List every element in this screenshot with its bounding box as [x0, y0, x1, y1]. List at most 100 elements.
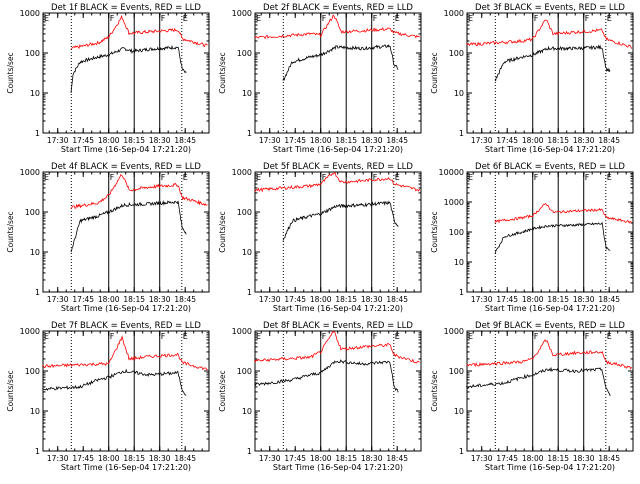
- segment-label: E: [607, 173, 612, 182]
- x-tick-label: 18:15: [547, 454, 569, 463]
- x-tick-label: 18:00: [522, 454, 544, 463]
- segment-label: F: [585, 14, 590, 23]
- y-axis-label: Counts/sec: [218, 52, 227, 93]
- x-axis-label: Start Time (16-Sep-04 17:21:20): [273, 145, 403, 154]
- segment-label: F: [373, 332, 378, 341]
- x-tick-label: 18:15: [547, 295, 569, 304]
- segment-label: F: [161, 173, 166, 182]
- x-tick-label: 17:45: [72, 454, 94, 463]
- plot-frame: [42, 12, 210, 134]
- chart-panel-9: Det 9f BLACK = Events, RED = LLD 1 10 100 10…: [430, 321, 634, 472]
- x-tick-label: 18:30: [361, 454, 383, 463]
- chart-title: Det 6f BLACK = Events, RED = LLD: [475, 162, 625, 172]
- series-line: [494, 44, 611, 82]
- series-line: [42, 335, 208, 371]
- x-tick-label: 18:30: [361, 136, 383, 145]
- x-tick-label: 17:45: [284, 136, 306, 145]
- x-tick-label: 17:30: [259, 454, 281, 463]
- x-tick-label: 17:30: [47, 136, 69, 145]
- x-axis-label: Start Time (16-Sep-04 17:21:20): [273, 304, 403, 313]
- segment-label: F: [373, 173, 378, 182]
- y-tick-label: 10: [30, 407, 40, 416]
- x-tick-label: 18:15: [123, 454, 145, 463]
- segment-label: E: [256, 332, 261, 341]
- segment-label: E: [607, 14, 612, 23]
- chart-title: Det 8f BLACK = Events, RED = LLD: [263, 321, 413, 331]
- x-tick-label: 18:30: [149, 454, 171, 463]
- segment-label: F: [534, 332, 539, 341]
- plot-frame: [42, 171, 210, 293]
- x-tick-label: 18:45: [174, 454, 196, 463]
- y-axis-label: Counts/sec: [218, 211, 227, 252]
- series-line: [254, 359, 399, 393]
- y-tick-label: 1000: [232, 168, 252, 177]
- segment-label: F: [322, 332, 327, 341]
- chart-title: Det 2f BLACK = Events, RED = LLD: [263, 3, 413, 13]
- x-tick-label: 18:30: [573, 136, 595, 145]
- chart-panel-3: Det 3f BLACK = Events, RED = LLD 1 10 100 10…: [430, 3, 634, 154]
- segment-label: E: [44, 173, 49, 182]
- x-axis-label: Start Time (16-Sep-04 17:21:20): [61, 145, 191, 154]
- x-tick-label: 18:00: [98, 136, 120, 145]
- x-tick-label: 17:30: [47, 454, 69, 463]
- x-tick-label: 17:45: [496, 136, 518, 145]
- series-line: [254, 330, 420, 364]
- y-tick-label: 1000: [232, 327, 252, 336]
- y-tick-label: 10: [242, 89, 252, 98]
- x-tick-label: 17:30: [259, 136, 281, 145]
- y-tick-label: 1000: [232, 9, 252, 18]
- y-tick-label: 10000: [439, 168, 464, 177]
- segment-label: F: [322, 14, 327, 23]
- y-axis-label: Counts/sec: [6, 52, 15, 93]
- y-tick-label: 100: [449, 367, 464, 376]
- segment-label: F: [110, 173, 115, 182]
- y-tick-label: 1: [35, 288, 40, 297]
- plot-frame: [466, 171, 634, 293]
- x-axis-label: Start Time (16-Sep-04 17:21:20): [61, 463, 191, 472]
- segment-label: E: [468, 332, 473, 341]
- x-tick-label: 17:45: [72, 136, 94, 145]
- x-tick-label: 18:30: [149, 136, 171, 145]
- y-tick-label: 100: [25, 367, 40, 376]
- y-tick-label: 1: [459, 129, 464, 138]
- x-tick-label: 18:45: [598, 136, 620, 145]
- y-tick-label: 1000: [20, 9, 40, 18]
- series-line: [254, 14, 420, 40]
- segment-label: F: [161, 332, 166, 341]
- y-tick-label: 100: [449, 228, 464, 237]
- x-tick-label: 17:45: [72, 295, 94, 304]
- y-tick-label: 100: [25, 208, 40, 217]
- y-tick-label: 10: [454, 258, 464, 267]
- series-line: [70, 199, 187, 253]
- x-tick-label: 18:00: [310, 136, 332, 145]
- y-axis-label: Counts/sec: [6, 370, 15, 411]
- x-tick-label: 18:45: [598, 454, 620, 463]
- series-line: [42, 368, 187, 396]
- segment-label: E: [468, 173, 473, 182]
- x-tick-label: 18:15: [123, 136, 145, 145]
- y-tick-label: 1: [247, 288, 252, 297]
- chart-panel-1: Det 1f BLACK = Events, RED = LLD 1 10 100 10…: [6, 3, 210, 154]
- segment-label: E: [607, 332, 612, 341]
- x-tick-label: 18:15: [335, 136, 357, 145]
- y-axis-label: Counts/sec: [430, 52, 439, 93]
- x-tick-label: 17:30: [471, 454, 493, 463]
- chart-panel-5: Det 5f BLACK = Events, RED = LLD 1 10 100 10…: [218, 162, 422, 313]
- x-tick-label: 18:00: [98, 295, 120, 304]
- segment-label: F: [110, 332, 115, 341]
- chart-title: Det 3f BLACK = Events, RED = LLD: [475, 3, 625, 13]
- x-axis-label: Start Time (16-Sep-04 17:21:20): [61, 304, 191, 313]
- x-axis-label: Start Time (16-Sep-04 17:21:20): [273, 463, 403, 472]
- x-tick-label: 18:00: [310, 295, 332, 304]
- x-tick-label: 18:30: [149, 295, 171, 304]
- series-line: [466, 19, 632, 49]
- series-line: [282, 44, 399, 81]
- x-tick-label: 18:00: [522, 295, 544, 304]
- segment-label: E: [256, 14, 261, 23]
- segment-label: E: [395, 173, 400, 182]
- y-tick-label: 1: [247, 447, 252, 456]
- segment-label: E: [183, 332, 188, 341]
- series-line: [494, 221, 611, 255]
- segment-label: E: [395, 14, 400, 23]
- x-tick-label: 18:15: [335, 454, 357, 463]
